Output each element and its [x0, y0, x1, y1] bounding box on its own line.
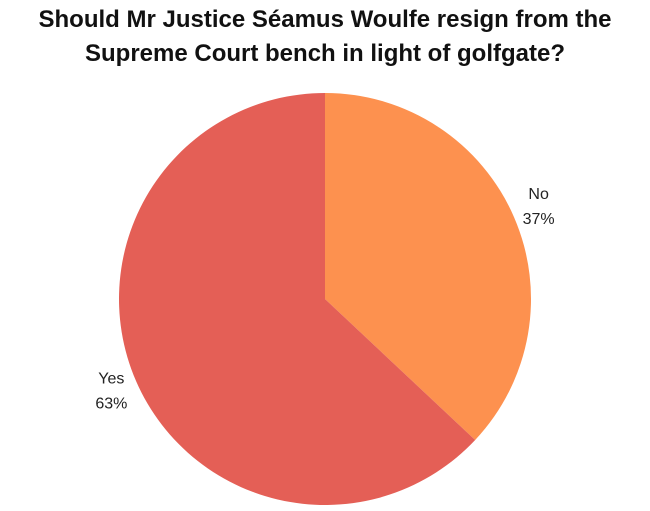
- slice-value-label: 63%: [95, 396, 127, 413]
- pie-slice: [118, 93, 476, 505]
- pie-slice: [325, 93, 531, 441]
- chart-title-box: Should Mr Justice Séamus Woulfe resign f…: [0, 3, 650, 71]
- chart-title: Should Mr Justice Séamus Woulfe resign f…: [38, 6, 612, 67]
- slice-label: No: [528, 186, 549, 203]
- slice-value-label: 37%: [523, 211, 555, 228]
- slice-label: Yes: [98, 371, 124, 388]
